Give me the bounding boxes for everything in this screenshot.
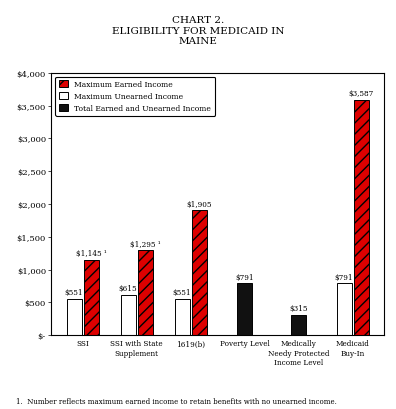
Text: $315: $315 — [289, 304, 308, 312]
Text: $3,587: $3,587 — [349, 90, 374, 98]
Text: $791: $791 — [236, 273, 254, 281]
Text: $1,145 ¹: $1,145 ¹ — [76, 250, 107, 258]
Bar — [291, 315, 307, 335]
Bar — [354, 101, 369, 335]
Text: $551: $551 — [173, 289, 192, 297]
Bar — [121, 295, 136, 335]
Text: $791: $791 — [335, 273, 354, 281]
Bar — [192, 211, 207, 335]
Bar — [138, 251, 153, 335]
Text: $551: $551 — [65, 289, 84, 297]
Bar — [175, 299, 190, 335]
Text: $1,905: $1,905 — [187, 200, 212, 208]
Bar — [84, 261, 99, 335]
Text: CHART 2.
ELIGIBILITY FOR MEDICAID IN
MAINE: CHART 2. ELIGIBILITY FOR MEDICAID IN MAI… — [112, 16, 284, 46]
Text: 1.  Number reflects maximum earned income to retain benefits with no unearned in: 1. Number reflects maximum earned income… — [16, 397, 337, 405]
Legend: Maximum Earned Income, Maximum Unearned Income, Total Earned and Unearned Income: Maximum Earned Income, Maximum Unearned … — [55, 77, 215, 117]
Bar — [337, 283, 352, 335]
Text: $615: $615 — [119, 285, 137, 292]
Bar — [67, 299, 82, 335]
Bar — [237, 283, 252, 335]
Text: $1,295 ¹: $1,295 ¹ — [130, 240, 161, 248]
